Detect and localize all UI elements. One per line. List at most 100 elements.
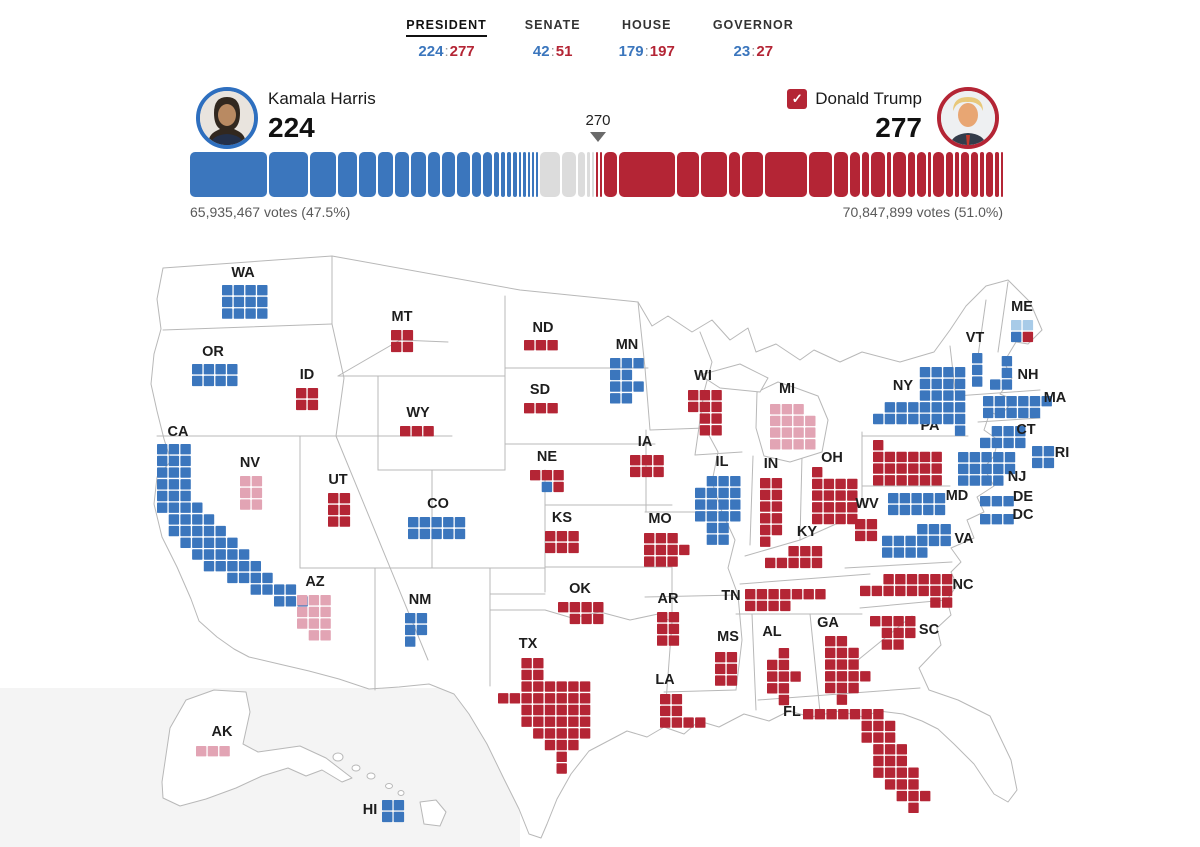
ev-bar-segment-dem[interactable]	[395, 152, 410, 197]
ev-bar-segment-dem[interactable]	[483, 152, 492, 197]
ev-square[interactable]	[770, 439, 781, 450]
ev-square[interactable]	[533, 704, 544, 716]
ev-square[interactable]	[633, 381, 644, 392]
ev-square[interactable]	[993, 463, 1004, 475]
ev-square[interactable]	[196, 746, 207, 757]
ev-square[interactable]	[168, 479, 180, 490]
ev-square[interactable]	[541, 481, 553, 493]
ev-square[interactable]	[771, 524, 783, 536]
ev-bar-segment-rep[interactable]	[916, 152, 927, 197]
ev-square[interactable]	[668, 635, 680, 646]
ev-square[interactable]	[391, 341, 402, 353]
ev-square[interactable]	[203, 561, 215, 572]
ev-square[interactable]	[767, 671, 778, 682]
ev-square[interactable]	[297, 606, 308, 618]
ev-square[interactable]	[940, 535, 951, 547]
ev-square[interactable]	[911, 504, 922, 516]
ev-bar-segment-dem[interactable]	[536, 152, 539, 197]
ev-square[interactable]	[780, 589, 791, 600]
ev-square[interactable]	[919, 367, 931, 378]
ev-square[interactable]	[568, 531, 579, 542]
state-ma[interactable]: MA	[983, 390, 1067, 419]
ev-square[interactable]	[308, 630, 320, 641]
ev-square[interactable]	[776, 557, 788, 569]
ev-square[interactable]	[320, 618, 331, 629]
ev-square[interactable]	[227, 549, 238, 560]
ev-square[interactable]	[1032, 457, 1043, 469]
ev-square[interactable]	[873, 413, 884, 425]
ev-square[interactable]	[544, 716, 556, 727]
ev-square[interactable]	[1004, 452, 1016, 463]
ev-square[interactable]	[980, 514, 991, 525]
ev-square[interactable]	[240, 476, 251, 487]
ev-square[interactable]	[726, 663, 738, 675]
ev-bar-segment-rep[interactable]	[985, 152, 993, 197]
state-ut[interactable]: UT	[328, 472, 351, 527]
ev-square[interactable]	[814, 709, 826, 720]
ev-square[interactable]	[883, 585, 894, 597]
ev-square[interactable]	[521, 681, 532, 692]
ev-square[interactable]	[215, 364, 226, 375]
ev-square[interactable]	[655, 556, 667, 567]
ev-square[interactable]	[991, 426, 1003, 437]
ev-square[interactable]	[535, 340, 547, 351]
ev-square[interactable]	[896, 767, 907, 778]
ev-square[interactable]	[227, 537, 238, 548]
ev-square[interactable]	[726, 652, 738, 663]
ev-square[interactable]	[770, 404, 781, 415]
ev-square[interactable]	[556, 728, 567, 739]
ev-square[interactable]	[320, 630, 331, 641]
ev-square[interactable]	[849, 709, 861, 720]
ev-square[interactable]	[402, 341, 414, 353]
ev-square[interactable]	[558, 602, 569, 613]
ev-square[interactable]	[568, 728, 579, 739]
ev-square[interactable]	[884, 402, 896, 413]
ev-square[interactable]	[767, 683, 778, 694]
ev-square[interactable]	[579, 681, 591, 692]
ev-square[interactable]	[884, 463, 896, 474]
state-pa[interactable]: PA	[873, 418, 942, 486]
ev-square[interactable]	[203, 514, 215, 525]
ev-square[interactable]	[873, 463, 884, 474]
ev-bar-segment-rep[interactable]	[809, 152, 833, 197]
ev-square[interactable]	[931, 367, 942, 378]
ev-square[interactable]	[793, 415, 804, 427]
ev-square[interactable]	[233, 285, 245, 296]
ev-bar-segment-uncalled[interactable]	[562, 152, 577, 197]
state-sc[interactable]: SC	[870, 616, 940, 650]
ev-square[interactable]	[905, 627, 916, 639]
ev-square[interactable]	[958, 475, 969, 486]
ev-square[interactable]	[884, 779, 896, 790]
ev-square[interactable]	[569, 613, 581, 625]
ev-square[interactable]	[954, 367, 966, 378]
ev-square[interactable]	[203, 364, 215, 375]
ev-square[interactable]	[943, 378, 954, 390]
ev-square[interactable]	[715, 675, 726, 686]
ev-square[interactable]	[168, 502, 180, 513]
ev-square[interactable]	[411, 426, 423, 437]
state-me[interactable]: ME	[1011, 299, 1033, 343]
ev-square[interactable]	[919, 402, 931, 413]
ev-square[interactable]	[533, 658, 544, 669]
ev-square[interactable]	[931, 402, 942, 413]
ev-square[interactable]	[416, 613, 428, 624]
state-sd[interactable]: SD	[524, 382, 558, 414]
ev-square[interactable]	[157, 467, 168, 478]
ev-bar-segment-dem[interactable]	[523, 152, 526, 197]
ev-bar-segment-rep[interactable]	[1000, 152, 1004, 197]
ev-square[interactable]	[382, 811, 393, 823]
ev-square[interactable]	[157, 490, 168, 502]
ev-square[interactable]	[405, 613, 416, 624]
ev-square[interactable]	[547, 403, 558, 414]
ev-square[interactable]	[521, 693, 532, 704]
ev-square[interactable]	[899, 504, 911, 516]
ev-square[interactable]	[610, 369, 621, 381]
tab-governor[interactable]: GOVERNOR 23:27	[713, 16, 794, 60]
ev-square[interactable]	[930, 597, 941, 608]
ev-square[interactable]	[541, 470, 553, 481]
ev-square[interactable]	[227, 364, 238, 375]
ev-square[interactable]	[969, 475, 981, 486]
ev-square[interactable]	[760, 536, 771, 547]
ev-square[interactable]	[251, 487, 263, 499]
ev-square[interactable]	[630, 466, 641, 478]
